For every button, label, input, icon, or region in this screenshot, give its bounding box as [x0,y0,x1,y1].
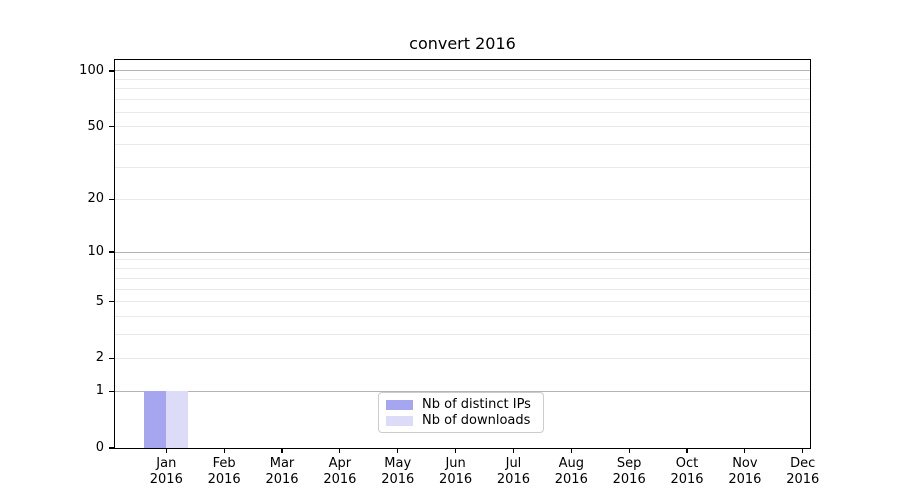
legend-swatch-distinct-ips [386,400,413,410]
bar-nb-of-distinct-ips [144,391,167,448]
chart-title: convert 2016 [409,34,516,53]
x-tick-label: Sep 2016 [612,456,646,487]
minor-gridline [115,259,810,261]
legend: Nb of distinct IPs Nb of downloads [378,392,544,433]
plot-area: 0 1 2 5 10 20 50 100 Jan 2016 Feb 2016 Mar 2016 Apr… [79,59,819,487]
x-tick-label: Jul 2016 [496,456,530,487]
y-tick-label: 5 [95,293,104,309]
x-tick-label: Jun 2016 [439,456,473,487]
x-tick-mark [744,448,746,453]
x-tick-mark [512,448,515,453]
x-tick-label: Mar 2016 [265,456,299,487]
minor-gridline [115,334,810,336]
y-tick-mark [108,357,114,359]
x-tick-label: Aug 2016 [554,456,588,487]
minor-gridline [115,198,810,200]
legend-swatch-downloads [386,416,413,426]
minor-gridline [115,111,810,113]
y-tick-mark [108,447,114,449]
x-tick-mark [397,448,399,453]
x-tick-mark [686,448,688,453]
y-tick-label: 10 [87,244,104,260]
minor-gridline [115,126,810,128]
y-tick-label: 0 [95,440,104,455]
minor-gridline [115,277,810,279]
legend-row-distinct-ips: Nb of distinct IPs [386,397,536,413]
minor-gridline [115,88,810,90]
minor-gridline [115,144,810,146]
legend-label-distinct-ips: Nb of distinct IPs [422,397,531,412]
minor-gridline [115,288,810,290]
y-tick-label: 50 [87,118,104,134]
major-gridline [115,70,810,72]
minor-gridline [115,166,810,168]
y-tick-mark [108,390,114,392]
minor-gridline [115,267,810,269]
y-tick-label: 2 [95,350,104,366]
legend-row-downloads: Nb of downloads [386,413,536,429]
x-tick-label: Jan 2016 [149,456,183,487]
x-tick-mark [570,448,572,453]
minor-gridline [115,301,810,303]
minor-gridline [115,316,810,317]
x-tick-mark [281,448,283,453]
x-tick-label: Apr 2016 [323,456,357,487]
x-tick-label: Nov 2016 [728,456,762,487]
major-gridline [115,390,810,392]
x-tick-mark [223,448,225,453]
x-tick-mark [455,448,457,453]
y-tick-mark [108,251,114,253]
x-tick-mark [802,448,804,453]
y-tick-mark [108,126,114,128]
x-tick-label: May 2016 [381,456,415,487]
y-tick-label: 100 [79,62,104,78]
minor-gridline [115,357,810,359]
legend-label-downloads: Nb of downloads [422,413,531,428]
minor-gridline [115,78,810,80]
y-tick-mark [108,198,114,200]
y-tick-label: 20 [87,191,104,207]
x-tick-label: Feb 2016 [207,456,241,487]
y-tick-mark [108,301,114,303]
x-tick-label: Dec 2016 [786,456,820,487]
x-tick-mark [339,448,341,453]
y-tick-mark [108,70,114,72]
x-tick-mark [628,448,630,453]
major-gridline [115,251,810,253]
x-tick-label: Oct 2016 [670,456,704,487]
bar-nb-of-downloads [166,391,189,448]
minor-gridline [115,99,810,101]
y-tick-label: 1 [95,383,104,399]
x-tick-mark [165,448,167,453]
